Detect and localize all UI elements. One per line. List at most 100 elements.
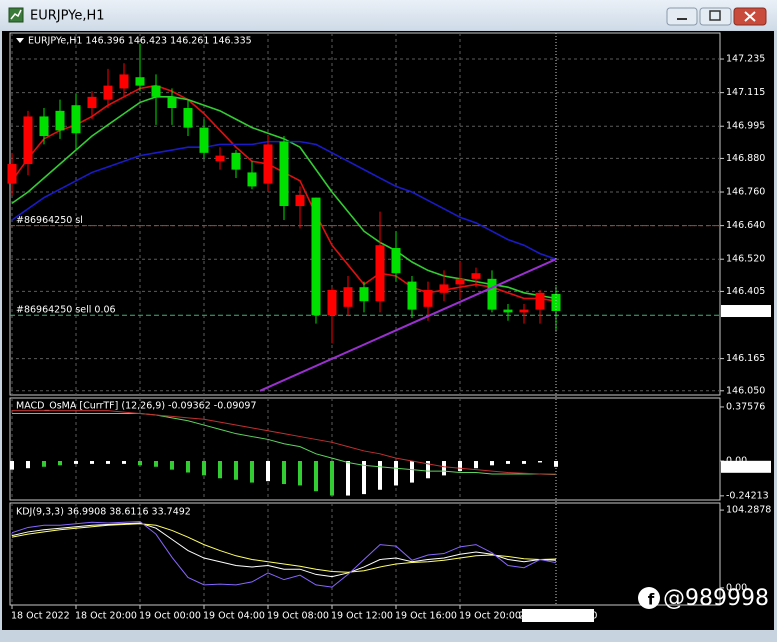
candle-body [199,127,209,153]
histogram-bar [426,461,430,479]
candle-body [535,292,545,310]
y-tick-label: 146.880 [726,153,765,164]
candle-body [231,152,241,170]
candle-body [103,85,113,100]
current-price-box [721,305,771,318]
histogram-bar [362,461,366,495]
candle-body [71,105,81,134]
histogram-bar [266,461,270,482]
x-tick-label: 19 Oct 04:00 [203,611,265,622]
candle-body [23,116,33,165]
watermark-text: @989998 [663,586,769,611]
candle-body [439,284,449,293]
histogram-bar [154,461,158,467]
trend-line [259,258,557,392]
close-icon [744,11,756,22]
y-tick-label: 146.520 [726,254,765,265]
indicator-line [12,413,557,475]
histogram-bar [474,461,478,469]
histogram-bar [186,461,190,473]
histogram-bar [346,461,350,496]
kdj-title: KDJ(9,3,3) 36.9908 38.6116 33.7492 [16,507,191,518]
x-tick-label: 18 Oct 20:00 [75,611,137,622]
order-label: #86964250 sell 0.06 [16,305,116,316]
candle-body [39,116,49,137]
candle-body [167,96,177,109]
kdj-panel-frame [9,502,721,606]
y-tick-label: 146.995 [726,121,765,132]
histogram-bar [378,461,382,490]
current-price-label: 146.335 [725,306,764,317]
y-tick-label: 147.235 [726,54,765,65]
histogram-bar [458,461,462,472]
candle-body [87,96,97,109]
candle-body [407,281,417,310]
histogram-bar [314,461,318,492]
restore-icon [709,10,721,21]
window-icon-graph [10,9,22,20]
candle-body [503,309,513,313]
candle-body [247,172,257,187]
candle-body [375,245,385,302]
y-tick-label: 147.115 [726,87,765,98]
candle-body [135,77,145,86]
y-tick-label: 146.640 [726,220,765,231]
candle-body [263,144,273,184]
y-tick-label: 146.760 [726,187,765,198]
x-tick-label: 19 Oct 12:00 [331,611,393,622]
candle-body [183,108,193,128]
macd-panel-frame [9,397,721,501]
histogram-bar [490,461,494,466]
x-tick-label: 19 Oct 20:00 [459,611,521,622]
y-tick-label: 0.00 [726,582,747,593]
cursor-time-box [522,609,594,622]
histogram-bar [202,461,206,476]
chart-area [2,31,774,630]
candle-body [551,293,561,312]
histogram-bar [522,461,526,464]
indicator-line [11,522,557,578]
candle-body [391,248,401,274]
x-tick-label: 19 Oct 08:00 [267,611,329,622]
candle-body [55,110,65,131]
histogram-bar [74,461,78,464]
histogram-bar [90,461,94,464]
order-label: #86964250 sl [16,215,83,226]
candle-body [311,197,321,316]
y-tick-label: 146.050 [726,385,765,396]
histogram-bar [298,461,302,486]
histogram-bar [538,461,542,463]
y-tick-label: 0.37576 [726,401,765,412]
histogram-bar [170,461,174,470]
histogram-bar [330,461,334,496]
histogram-bar [442,461,446,476]
restore-button[interactable] [699,7,732,26]
header-arrow [16,38,24,43]
histogram-bar [10,461,14,470]
histogram-bar [42,461,46,467]
candle-body [327,290,337,316]
candle-body [295,194,305,207]
candle-body [455,278,465,285]
candle-body [359,287,369,302]
minimize-button[interactable] [666,7,698,26]
window-title: EURJPYe,H1 [30,9,105,24]
histogram-bar [554,461,558,467]
histogram-bar [410,461,414,483]
title-bar [0,0,777,30]
histogram-bar [282,461,286,485]
indicator-line [11,523,557,573]
histogram-bar [138,461,142,466]
watermark-icon-letter: f [648,591,655,609]
cursor-time-label: 2022.10.20 2:00 [519,611,598,622]
watermark: f @989998 [638,586,769,611]
macd-title: MACD_OsMA [CurrTF] (12,26,9) -0.09362 -0… [16,401,257,412]
histogram-bar [122,461,126,464]
main-panel-frame [9,32,721,396]
y-tick-label: 146.165 [726,353,765,364]
current-value-label: -0.04024 [724,461,767,472]
histogram-bar [218,461,222,479]
histogram-bar [506,461,510,464]
